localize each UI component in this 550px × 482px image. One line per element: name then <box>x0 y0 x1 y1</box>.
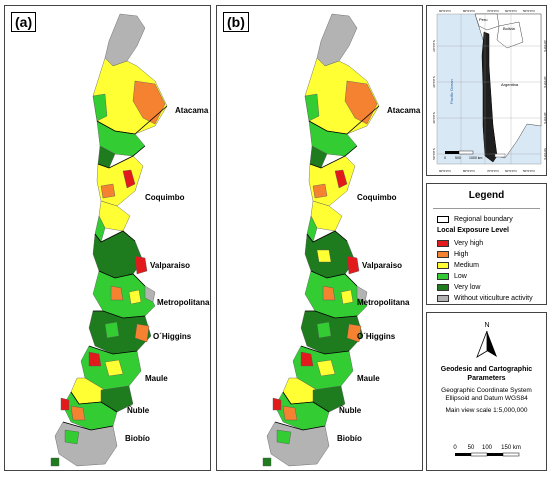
region-label-coquimbo: Coquimbo <box>145 193 185 202</box>
region-label-valparaiso: Valparaiso <box>362 261 403 270</box>
region-label-coquimbo: Coquimbo <box>357 193 397 202</box>
very-low-swatch <box>437 283 449 291</box>
lon-tick-label: 70°0'0"O <box>487 169 500 173</box>
lon-tick-label: 60°0'0"O <box>505 9 518 13</box>
inset-scale-label: 500 <box>455 156 461 160</box>
params-title: Geodesic and Cartographic Parameters <box>440 366 533 382</box>
legend-divider <box>433 208 540 209</box>
datum-text: Ellipsoid and Datum WGS84 <box>445 395 528 402</box>
map-panel-a: (a) Atacama Coquimbo Valparaiso Metropol… <box>4 5 211 471</box>
lat-tick-label: 30°0'0"S <box>432 76 436 88</box>
region-label-atacama: Atacama <box>175 106 209 115</box>
legend-label: Very high <box>454 239 484 247</box>
legend-label: Very low <box>454 283 481 291</box>
region-label-atacama: Atacama <box>387 106 421 115</box>
legend-row-without-viticulture: Without viticulture activity <box>437 293 533 303</box>
map-panel-b: (b) Atacama Coquimbo Valparaiso Metropol… <box>216 5 423 471</box>
region-label-maule: Maule <box>357 374 380 383</box>
scale-text: Main view scale 1:5,000,000 <box>445 407 528 414</box>
country-label-argentina: Argentina <box>501 82 519 87</box>
north-arrow-icon <box>476 330 497 358</box>
scale-label: 0 <box>453 445 457 451</box>
region-label-ohiggins: O´Higgins <box>357 332 396 341</box>
lon-tick-label: 50°0'0"O <box>523 169 536 173</box>
region-label-metropolitana: Metropolitana <box>157 298 210 307</box>
legend-row-low: Low <box>437 271 467 281</box>
boundary-swatch <box>437 215 449 223</box>
ocean-label: Pacific Ocean <box>449 79 454 104</box>
lon-tick-label: 50°0'0"O <box>523 9 536 13</box>
high-swatch <box>437 250 449 258</box>
low-swatch <box>437 272 449 280</box>
lat-tick-label: 20°0'0"S <box>543 40 547 52</box>
without-viticulture-swatch <box>437 294 449 302</box>
lon-tick-label: 80°0'0"O <box>463 9 476 13</box>
lat-tick-label: 50°0'0"S <box>543 148 547 160</box>
lat-tick-label: 50°0'0"S <box>432 148 436 160</box>
region-label-nuble: Ñuble <box>127 406 150 415</box>
legend-row-very-low: Very low <box>437 282 480 292</box>
map-legend: Legend Regional boundary Local Exposure … <box>426 183 547 305</box>
panel-label: (a) <box>11 12 37 32</box>
exposure-map-a <box>50 13 168 467</box>
legend-row-boundary: Regional boundary <box>437 214 513 224</box>
region-label-biobio: Biobío <box>125 434 150 443</box>
south-america-locator: Peru Bolivia Argentina Pacific Ocean 0 5… <box>432 9 547 173</box>
lon-tick-label: 60°0'0"O <box>505 169 518 173</box>
region-label-metropolitana: Metropolitana <box>357 298 410 307</box>
lon-tick-label: 90°0'0"O <box>439 9 452 13</box>
medium-swatch <box>437 261 449 269</box>
legend-title: Legend <box>468 190 505 201</box>
locator-inset-map: Peru Bolivia Argentina Pacific Ocean 0 5… <box>426 5 547 176</box>
lat-tick-label: 20°0'0"S <box>432 40 436 52</box>
legend-row-very-high: Very high <box>437 238 483 248</box>
legend-row-high: High <box>437 249 468 259</box>
inset-scale-label: 1000 km <box>469 156 483 160</box>
region-label-ohiggins: O´Higgins <box>153 332 192 341</box>
legend-label: High <box>454 250 469 258</box>
region-label-valparaiso: Valparaiso <box>150 261 191 270</box>
inset-scale-label: 0 <box>444 156 446 160</box>
north-label: N <box>484 322 489 329</box>
lat-tick-label: 40°0'0"S <box>432 112 436 124</box>
lon-tick-label: 80°0'0"O <box>463 169 476 173</box>
country-label-peru: Peru <box>479 17 487 22</box>
legend-label: Without viticulture activity <box>454 294 533 302</box>
legend-subtitle: Local Exposure Level <box>437 227 509 234</box>
scale-label: 150 km <box>501 445 521 451</box>
cartographic-parameters-box: N 0 50 100 150 km Geodesic and Cartograp… <box>426 312 547 471</box>
exposure-map-b <box>262 13 380 467</box>
coord-system-text: Geographic Coordinate System <box>441 387 532 394</box>
country-label-bolivia: Bolivia <box>503 26 516 31</box>
legend-row-medium: Medium <box>437 260 479 270</box>
legend-label: Low <box>454 272 467 280</box>
scale-label: 50 <box>468 445 475 451</box>
panel-label: (b) <box>223 12 249 32</box>
lon-tick-label: 70°0'0"O <box>487 9 500 13</box>
very-high-swatch <box>437 239 449 247</box>
lat-tick-label: 30°0'0"S <box>543 76 547 88</box>
region-label-nuble: Ñuble <box>339 406 362 415</box>
legend-label: Medium <box>454 261 479 269</box>
scale-label: 100 <box>482 445 493 451</box>
region-label-maule: Maule <box>145 374 168 383</box>
lat-tick-label: 40°0'0"S <box>543 112 547 124</box>
lon-tick-label: 90°0'0"O <box>439 169 452 173</box>
north-arrow-and-scale: N 0 50 100 150 km <box>453 322 521 457</box>
region-label-biobio: Biobío <box>337 434 362 443</box>
legend-label: Regional boundary <box>454 215 513 223</box>
